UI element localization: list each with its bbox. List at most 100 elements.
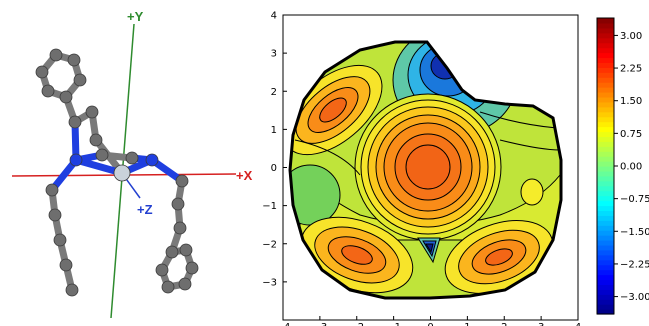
colorbar-band [597,27,614,34]
metal-atom [113,164,131,182]
colorbar-band [597,72,614,78]
y-tick-label: 1 [271,125,277,136]
carbon-atom [59,258,73,272]
colorbar-band [597,299,614,305]
carbon-atom [161,280,175,294]
colorbar-band [597,126,614,133]
carbon-atom [67,53,81,67]
colorbar-band [597,279,614,285]
y-tick-label: −2 [262,239,277,250]
carbon-atom [95,148,109,162]
colorbar-band [597,136,614,142]
colorbar-band [597,156,614,162]
carbon-atom [48,208,62,222]
colorbar-band [597,294,614,300]
carbon-atom [59,90,73,104]
colorbar-band [597,47,614,54]
colorbar-band [597,185,614,192]
colorbar-band [597,77,614,83]
colorbar-band [597,121,614,128]
colorbar-band [597,264,614,271]
colorbar-band [597,87,614,93]
colorbar-band [597,146,614,152]
y-tick-label: 2 [271,87,277,98]
carbon-atom [45,183,59,197]
colorbar-tick-label: −3.00 [620,292,649,303]
nitrogen-atom [145,153,159,167]
colorbar-band [597,175,614,182]
colorbar-band [597,190,614,197]
carbon-atom [175,174,189,188]
colorbar-band [597,244,614,251]
colorbar-band [597,284,614,290]
contour-outline [288,40,563,300]
colorbar-ticks: 3.00 2.25 1.50 0.75 0.00 −0.75 −1.50 −2.25 −3.00 [614,31,649,303]
colorbar-band [597,37,614,44]
carbon-atom [49,48,63,62]
y-tick-label: −1 [262,201,277,212]
x-tick-label: 4 [575,322,581,326]
x-tick-label: 0 [427,322,433,326]
carbon-atom [35,65,49,79]
carbon-atom [73,73,87,87]
colorbar-band [597,170,614,177]
x-tick-label: 2 [501,322,507,326]
colorbar-band [597,205,614,211]
bond [48,156,80,194]
contour-plot: −4 −3 −2 −1 0 1 2 3 4 −3 −2 −1 0 1 2 3 4 [262,11,581,326]
colorbar-band [597,22,614,29]
carbon-atom [185,261,199,275]
colorbar-band [597,180,614,187]
colorbar-band [597,151,614,157]
x-tick-label: −2 [349,322,364,326]
colorbar-band [597,289,614,295]
contour-central-maximum [354,93,502,241]
y-tick-label: −3 [262,277,277,288]
colorbar-band [597,82,614,88]
colorbar-tick-label: −0.75 [620,194,649,205]
colorbar-tick-label: 3.00 [620,31,642,42]
colorbar-bands [597,18,614,315]
nitrogen-atom [69,153,83,167]
colorbar-band [597,259,614,266]
colorbar-band [597,57,614,63]
colorbar-band [597,195,614,202]
colorbar-band [597,215,614,221]
colorbar-band [597,96,614,103]
y-tick-label: 0 [271,163,277,174]
colorbar-tick-label: −2.25 [620,259,649,270]
colorbar-band [597,304,614,310]
colorbar-band [597,235,614,241]
carbon-atom [171,197,185,211]
carbon-atom [65,283,79,297]
colorbar-band [597,101,614,108]
colorbar-tick-label: 1.50 [620,96,642,107]
carbon-atom [178,277,192,291]
carbon-atom [68,115,82,129]
colorbar-band [597,141,614,147]
carbon-atom [41,84,55,98]
colorbar-band [597,106,614,113]
z-axis-label: +Z [137,202,153,217]
colorbar-band [597,92,614,98]
colorbar-band [597,116,614,123]
colorbar-band [597,131,614,137]
colorbar-band [597,161,614,167]
colorbar-band [597,274,614,281]
colorbar-band [597,309,614,315]
colorbar-band [597,210,614,216]
x-axis-label: +X [236,168,253,183]
colorbar-band [597,240,614,246]
colorbar: 3.00 2.25 1.50 0.75 0.00 −0.75 −1.50 −2.25 −3.00 [596,17,649,315]
colorbar-band [597,254,614,261]
contour-minimum-lower-center [417,237,441,264]
colorbar-band [597,18,614,24]
carbon-atom [179,243,193,257]
carbon-atom [85,105,99,119]
carbon-atom [155,263,169,277]
colorbar-band [597,111,614,118]
molecule-atoms [35,48,199,297]
colorbar-band [597,249,614,256]
carbon-atom [125,151,139,165]
